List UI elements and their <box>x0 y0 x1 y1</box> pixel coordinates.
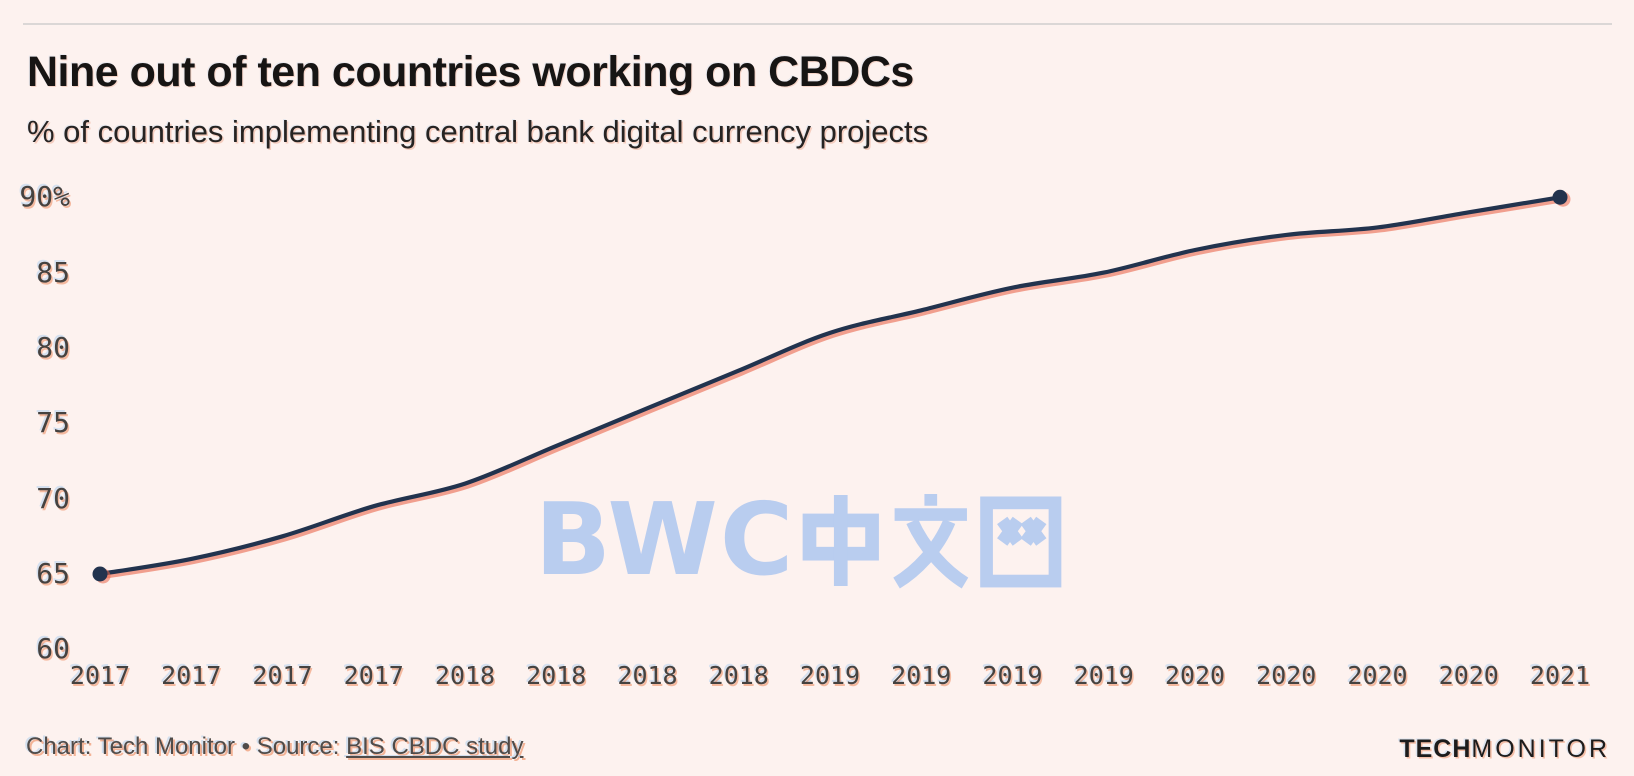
x-tick-label: 2019 <box>1073 661 1134 690</box>
brand-monitor: MONITOR <box>1471 735 1610 763</box>
x-tick-label: 2018 <box>617 661 678 690</box>
y-tick-label: 80 <box>36 330 70 364</box>
y-tick-label: 70 <box>36 481 70 515</box>
y-tick-label: 60 <box>36 632 70 666</box>
x-tick-label: 2020 <box>1438 661 1499 690</box>
x-tick-label: 2018 <box>526 661 587 690</box>
x-tick-label: 2020 <box>1256 661 1317 690</box>
brand-tech: TECH <box>1399 735 1472 763</box>
endpoint-marker <box>92 566 108 582</box>
top-divider <box>23 23 1612 25</box>
footer: Chart: Tech Monitor • Source: BIS CBDC s… <box>0 733 1634 769</box>
x-tick-label: 2021 <box>1529 661 1591 690</box>
y-tick-label: 85 <box>36 255 70 289</box>
x-tick-label: 2019 <box>982 661 1043 690</box>
brand-logo: TECHMONITOR <box>1399 735 1610 764</box>
x-tick-label: 2020 <box>1347 661 1408 690</box>
series-line <box>97 195 1563 577</box>
endpoint-marker <box>1552 189 1568 205</box>
credit-prefix: Chart: Tech Monitor • Source: <box>26 733 347 760</box>
x-tick-label: 2018 <box>708 661 769 690</box>
x-tick-label: 2017 <box>69 661 131 690</box>
x-tick-label: 2017 <box>343 661 404 690</box>
chart-subtitle: % of countries implementing central bank… <box>27 114 929 149</box>
x-tick-label: 2018 <box>434 661 496 690</box>
source-link[interactable]: BIS CBDC study <box>346 733 524 760</box>
x-tick-label: 2017 <box>252 661 313 690</box>
chart-title: Nine out of ten countries working on CBD… <box>27 48 914 96</box>
y-tick-label: 65 <box>36 557 70 590</box>
x-tick-label: 2020 <box>1164 661 1226 690</box>
x-tick-label: 2019 <box>799 661 861 690</box>
x-tick-label: 2017 <box>161 661 222 690</box>
series-line-ghost <box>102 198 1564 579</box>
x-tick-label: 2019 <box>891 661 952 690</box>
y-tick-label: 75 <box>36 406 70 440</box>
credit-line: Chart: Tech Monitor • Source: BIS CBDC s… <box>26 733 524 761</box>
y-tick-label: 90% <box>19 180 70 214</box>
